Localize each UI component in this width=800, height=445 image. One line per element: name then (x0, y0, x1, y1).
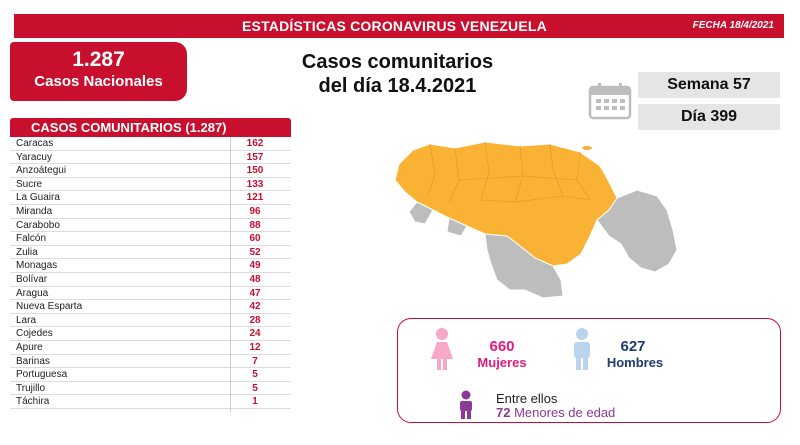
state-name: Zulia (16, 246, 38, 258)
state-name: Táchira (16, 396, 50, 408)
headline-line-1: Casos comunitarios (301, 51, 494, 73)
table-column-divider (230, 137, 231, 412)
table-row: Bolívar 48 (10, 273, 291, 287)
national-cases-box: 1.287 Casos Nacionales (10, 42, 187, 101)
day-badge: Día 399 (638, 104, 780, 130)
table-row: Caracas 162 (10, 137, 291, 151)
state-name: Portuguesa (16, 369, 68, 381)
table-row: Portuguesa 5 (10, 368, 291, 382)
state-name: Carabobo (16, 219, 60, 231)
women-count: 660 (489, 338, 515, 355)
table-row: Falcón 60 (10, 232, 291, 246)
map-region-unaffected (484, 233, 564, 299)
header-bar: ESTADÍSTICAS CORONAVIRUS VENEZUELA FECHA… (14, 14, 784, 38)
table-row: Anzoátegui 150 (10, 164, 291, 178)
national-cases-number: 1.287 (72, 48, 125, 71)
case-count: 157 (246, 151, 264, 163)
state-name: Nueva Esparta (16, 301, 83, 313)
table-row: Apure 12 (10, 341, 291, 355)
state-name: Lara (16, 314, 37, 326)
table-row: Carabobo 88 (10, 219, 291, 233)
table-row: Táchira 1 (10, 395, 291, 409)
table-row: Lara 28 (10, 314, 291, 328)
state-name: Trujillo (16, 382, 46, 394)
case-count: 48 (249, 273, 261, 285)
state-name: Anzoátegui (16, 165, 67, 177)
state-name: Miranda (16, 205, 53, 217)
table-row: Nueva Esparta 42 (10, 300, 291, 314)
minors-label: Menores de edad (514, 405, 616, 420)
cases-table-title: CASOS COMUNITARIOS (1.287) (10, 118, 291, 137)
state-name: Monagas (16, 260, 58, 272)
case-count: 28 (249, 314, 261, 326)
calendar-icon (588, 83, 632, 120)
table-row: Sucre 133 (10, 178, 291, 192)
state-name: Apure (16, 341, 43, 353)
minors-count: 72 (496, 405, 511, 420)
female-person-icon (431, 328, 453, 370)
table-row: Miranda 96 (10, 205, 291, 219)
map-region-unaffected (446, 217, 468, 237)
men-label: Hombres (606, 355, 664, 370)
table-row: Monagas 49 (10, 259, 291, 273)
headline-line-2: del día 18.4.2021 (318, 75, 477, 97)
case-count: 60 (249, 233, 261, 245)
state-name: Caracas (16, 138, 54, 149)
case-count: 49 (249, 260, 261, 272)
state-name: Falcón (16, 233, 47, 245)
minors-intro: Entre ellos (496, 391, 558, 406)
state-name: Cojedes (16, 328, 53, 340)
state-name: Sucre (16, 178, 43, 190)
table-row: Cojedes 24 (10, 327, 291, 341)
child-person-icon (460, 390, 472, 419)
case-count: 150 (246, 165, 264, 177)
cases-table: CASOS COMUNITARIOS (1.287) Caracas 162 Ya… (10, 118, 291, 409)
state-name: Bolívar (16, 273, 48, 285)
case-count: 1 (252, 396, 258, 408)
report-date: FECHA 18/4/2021 (692, 20, 774, 31)
case-count: 121 (246, 192, 264, 204)
map-region-unaffected (596, 189, 678, 273)
case-count: 88 (249, 219, 261, 231)
case-count: 47 (249, 287, 261, 299)
case-count: 96 (249, 205, 261, 217)
women-label: Mujeres (477, 355, 527, 370)
table-row: Aragua 47 (10, 287, 291, 301)
case-count: 133 (246, 178, 264, 190)
map-region-unaffected (408, 201, 434, 225)
men-count: 627 (620, 338, 646, 355)
table-row: Barinas 7 (10, 355, 291, 369)
case-count: 12 (249, 341, 261, 353)
state-name: La Guaira (16, 192, 60, 204)
table-row: Trujillo 5 (10, 382, 291, 396)
case-count: 162 (246, 138, 264, 149)
case-count: 5 (252, 382, 258, 394)
male-person-icon (574, 328, 590, 370)
gender-breakdown-box (397, 318, 781, 423)
table-row: Zulia 52 (10, 246, 291, 260)
state-name: Barinas (16, 355, 50, 367)
page-title: ESTADÍSTICAS CORONAVIRUS VENEZUELA (242, 18, 547, 34)
national-cases-label: Casos Nacionales (34, 73, 163, 90)
case-count: 7 (252, 355, 258, 367)
case-count: 24 (249, 328, 261, 340)
headline: Casos comunitarios del día 18.4.2021 (270, 50, 525, 98)
table-row: Yaracuy 157 (10, 151, 291, 165)
table-row: La Guaira 121 (10, 191, 291, 205)
venezuela-map (394, 141, 678, 299)
state-name: Yaracuy (16, 151, 52, 163)
island (582, 146, 592, 150)
state-name: Aragua (16, 287, 49, 299)
case-count: 5 (252, 369, 258, 381)
case-count: 42 (249, 301, 261, 313)
minors-line: 72 Menores de edad (496, 405, 615, 420)
week-badge: Semana 57 (638, 72, 780, 98)
case-count: 52 (249, 246, 261, 258)
